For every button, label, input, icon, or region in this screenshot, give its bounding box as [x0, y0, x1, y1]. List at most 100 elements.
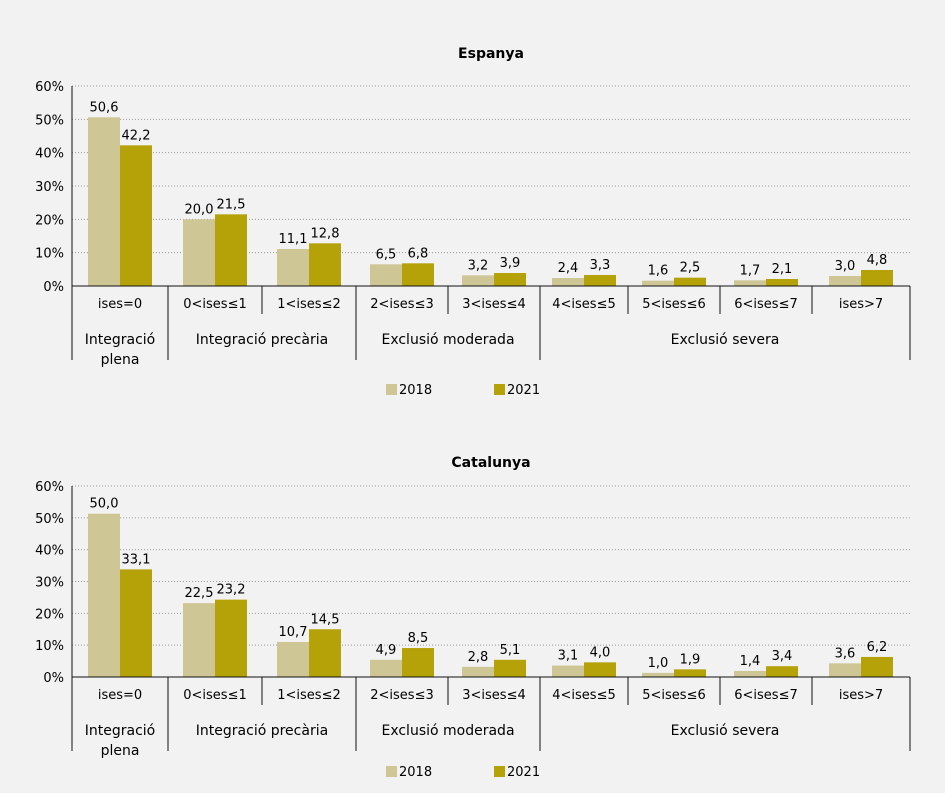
- legend-label: 2018: [399, 765, 432, 780]
- group-label: Exclusió severa: [671, 723, 780, 739]
- data-label: 1,6: [648, 264, 669, 279]
- bar-2018: [183, 603, 215, 677]
- bar-2021: [215, 599, 247, 677]
- data-label: 6,5: [376, 247, 397, 262]
- x-tick-label: 3<ises≤4: [462, 688, 525, 703]
- chart-2: Catalunya 0% 10% 20% 30% 40% 50% 60% 50,0 33,1 ise…: [35, 455, 911, 780]
- legend-swatch-2021: [494, 384, 505, 395]
- data-label: 3,9: [500, 256, 521, 271]
- data-label: 23,2: [217, 583, 246, 598]
- data-label: 42,2: [122, 128, 151, 143]
- bar-2021: [861, 270, 893, 286]
- y-tick-label: 0%: [43, 280, 64, 295]
- group-label: Exclusió severa: [671, 332, 780, 348]
- legend-swatch-2021: [494, 766, 505, 777]
- group-label: Integració precària: [196, 723, 328, 739]
- chart-title: Catalunya: [451, 455, 530, 471]
- y-tick-label: 60%: [35, 480, 64, 495]
- x-tick-label: ises=0: [98, 688, 142, 703]
- bar-2018: [829, 663, 861, 677]
- data-label: 20,0: [185, 202, 214, 217]
- data-label: 3,2: [468, 258, 489, 273]
- data-label: 22,5: [185, 586, 214, 601]
- bar-2018: [370, 264, 402, 286]
- bar-2018: [88, 117, 120, 286]
- bar-2018: [734, 280, 766, 286]
- data-label: 2,8: [468, 650, 489, 665]
- data-label: 6,8: [408, 246, 429, 261]
- bar-2021: [215, 214, 247, 286]
- bar-2018: [277, 641, 309, 677]
- bar-2018: [642, 280, 674, 286]
- bar-2021: [766, 666, 798, 677]
- bar-2018: [277, 249, 309, 286]
- x-tick-label: 5<ises≤6: [642, 297, 705, 312]
- data-label: 3,3: [590, 258, 611, 273]
- bar-2018: [642, 672, 674, 677]
- group-label: Exclusió moderada: [381, 332, 514, 348]
- y-tick-label: 30%: [35, 576, 64, 591]
- data-label: 8,5: [408, 631, 429, 646]
- legend: 2018 2021: [386, 765, 540, 780]
- x-tick-label: 1<ises≤2: [277, 297, 340, 312]
- data-label: 6,2: [867, 640, 888, 655]
- x-tick-label: ises>7: [839, 297, 883, 312]
- x-tick-label: 1<ises≤2: [277, 688, 340, 703]
- bar-2018: [829, 276, 861, 286]
- bar-2021: [766, 279, 798, 286]
- legend-label: 2021: [507, 383, 540, 398]
- data-label: 10,7: [279, 625, 308, 640]
- y-tick-label: 10%: [35, 247, 64, 262]
- bar-2021: [861, 656, 893, 677]
- legend: 2018 2021: [386, 383, 540, 398]
- y-tick-label: 60%: [35, 80, 64, 95]
- data-label: 1,4: [740, 654, 761, 669]
- x-tick-label: ises=0: [98, 297, 142, 312]
- bar-2021: [402, 648, 434, 677]
- bar-2021: [309, 243, 341, 286]
- data-label: 2,5: [680, 261, 701, 276]
- bar-2021: [309, 629, 341, 677]
- x-tick-label: 6<ises≤7: [734, 688, 797, 703]
- bar-2018: [552, 665, 584, 677]
- bar-2018: [88, 513, 120, 677]
- bar-2021: [120, 569, 152, 677]
- legend-swatch-2018: [386, 766, 397, 777]
- bar-2021: [402, 263, 434, 286]
- y-tick-label: 40%: [35, 147, 64, 162]
- data-label: 50,0: [90, 497, 119, 512]
- bar-2021: [120, 145, 152, 286]
- bar-2021: [494, 273, 526, 286]
- data-label: 3,0: [835, 259, 856, 274]
- bar-2018: [552, 278, 584, 286]
- bar-2021: [584, 275, 616, 286]
- x-tick-label: 0<ises≤1: [183, 297, 246, 312]
- data-label: 4,0: [590, 645, 611, 660]
- x-tick-label: 2<ises≤3: [370, 688, 433, 703]
- y-tick-label: 20%: [35, 607, 64, 622]
- data-label: 4,8: [867, 253, 888, 268]
- data-label: 2,1: [772, 262, 793, 277]
- x-tick-label: 4<ises≤5: [552, 688, 615, 703]
- data-label: 50,6: [90, 100, 119, 115]
- data-label: 33,1: [122, 552, 151, 567]
- data-label: 3,6: [835, 646, 856, 661]
- bar-2018: [462, 666, 494, 677]
- y-tick-label: 20%: [35, 213, 64, 228]
- x-tick-label: 6<ises≤7: [734, 297, 797, 312]
- bar-2018: [462, 275, 494, 286]
- group-label: plena: [101, 352, 140, 368]
- group-label: Integració: [85, 332, 155, 348]
- y-tick-label: 50%: [35, 512, 64, 527]
- data-label: 2,4: [558, 261, 579, 276]
- x-tick-label: ises>7: [839, 688, 883, 703]
- x-tick-label: 2<ises≤3: [370, 297, 433, 312]
- x-tick-label: 5<ises≤6: [642, 688, 705, 703]
- bar-2018: [734, 670, 766, 677]
- data-label: 1,0: [648, 656, 669, 671]
- data-label: 14,5: [311, 612, 340, 627]
- data-label: 1,9: [680, 652, 701, 667]
- chart-1: Espanya 0% 10% 20% 30% 40% 50% 60% 50,642,2 ises=…: [35, 46, 911, 398]
- x-tick-label: 0<ises≤1: [183, 688, 246, 703]
